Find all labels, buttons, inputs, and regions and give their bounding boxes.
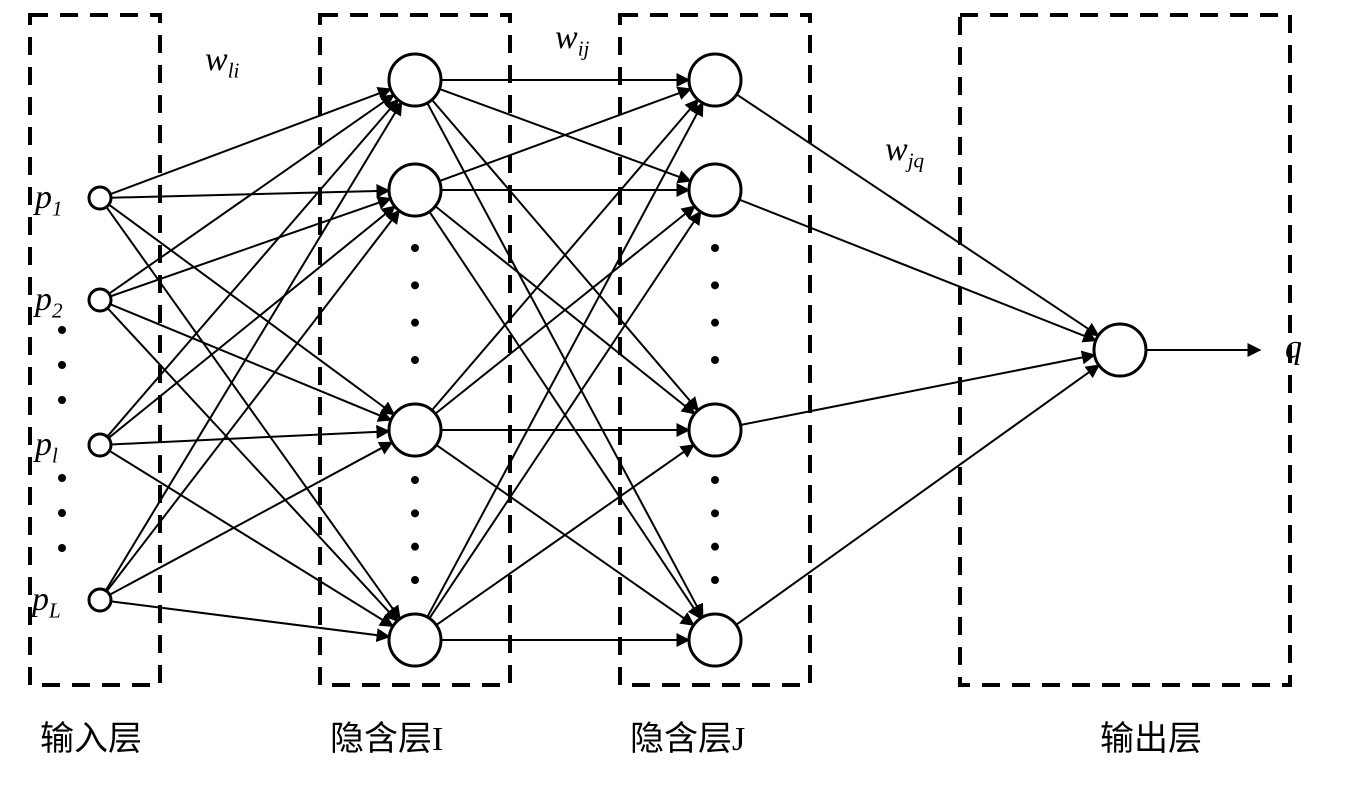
layer-caption-output: 输出层 <box>1100 720 1202 758</box>
labels-layer: p1 p2 pl pL q wli wij wjq 输入层 隐含层I 隐含层J 输出层 <box>30 19 1302 758</box>
vdots <box>58 509 66 517</box>
edge <box>107 308 397 621</box>
vdots <box>711 281 719 289</box>
input-label: p1 <box>33 179 63 220</box>
edge <box>109 205 394 415</box>
vdots <box>411 356 419 364</box>
layer-caption-hidden1: 隐含层I <box>330 720 443 758</box>
input-node <box>89 434 111 456</box>
vdots <box>58 544 66 552</box>
edge <box>110 442 392 594</box>
vdots <box>411 319 419 327</box>
vdots <box>711 543 719 551</box>
hidden2-node <box>689 164 741 216</box>
weight-label-w_li: wli <box>205 41 240 82</box>
hidden2-node <box>689 54 741 106</box>
edge <box>111 601 389 636</box>
hidden1-node <box>389 404 441 456</box>
input-label: pl <box>33 426 58 467</box>
vdots <box>711 356 719 364</box>
vdots <box>711 476 719 484</box>
layer-box-hidden1 <box>320 15 510 685</box>
edge <box>741 355 1095 425</box>
input-label: pL <box>30 581 61 622</box>
vdots <box>411 576 419 584</box>
edge <box>109 95 394 294</box>
edge <box>736 365 1099 625</box>
vdots <box>711 576 719 584</box>
vdots <box>58 474 66 482</box>
vdots <box>711 509 719 517</box>
vdots <box>411 244 419 252</box>
vdots <box>411 543 419 551</box>
hidden1-node <box>389 164 441 216</box>
layer-caption-hidden2: 隐含层J <box>630 720 745 758</box>
vdots <box>411 281 419 289</box>
vdots <box>711 319 719 327</box>
output-label: q <box>1285 329 1302 366</box>
vdots <box>58 396 66 404</box>
vdots <box>411 509 419 517</box>
hidden1-node <box>389 54 441 106</box>
edge <box>111 431 389 444</box>
edge <box>737 94 1099 335</box>
edge <box>110 89 390 194</box>
weight-label-w_jq: wjq <box>885 131 925 172</box>
hidden2-node <box>689 614 741 666</box>
neural-network-diagram: p1 p2 pl pL q wli wij wjq 输入层 隐含层I 隐含层J 输出层 <box>0 0 1346 800</box>
hidden1-node <box>389 614 441 666</box>
input-label: p2 <box>33 281 63 322</box>
edge <box>110 199 390 297</box>
input-node <box>89 289 111 311</box>
output-node <box>1094 324 1146 376</box>
edge <box>109 451 393 627</box>
layer-box-input <box>30 15 160 685</box>
layer-box-hidden2 <box>620 15 810 685</box>
edges-layer <box>106 80 1260 640</box>
vdots <box>711 244 719 252</box>
layer-caption-input: 输入层 <box>40 720 142 758</box>
input-node <box>89 589 111 611</box>
vdots <box>411 476 419 484</box>
vdots <box>58 361 66 369</box>
vdots <box>58 326 66 334</box>
edge <box>739 200 1096 341</box>
input-node <box>89 187 111 209</box>
weight-label-w_ij: wij <box>555 19 590 60</box>
hidden2-node <box>689 404 741 456</box>
